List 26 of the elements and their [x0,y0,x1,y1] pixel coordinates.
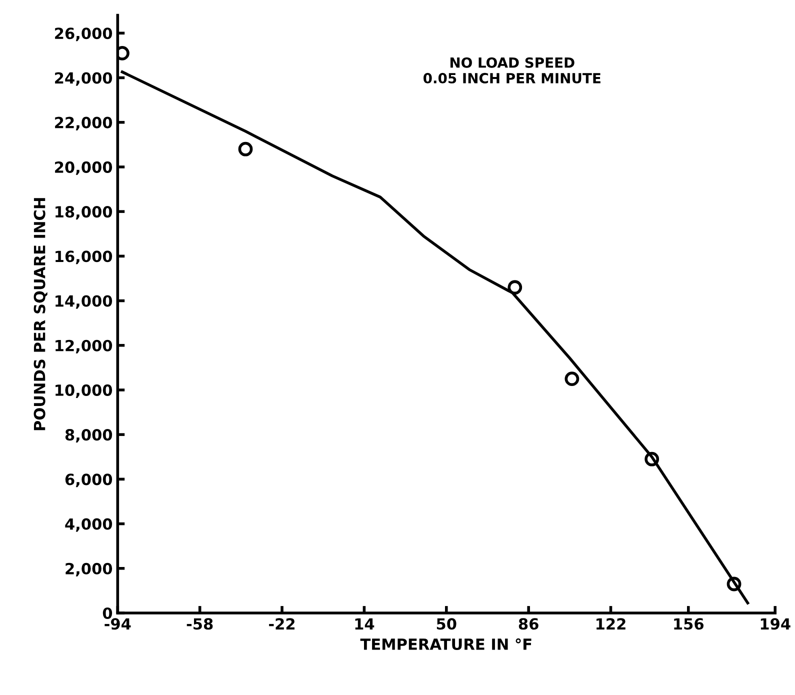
y-tick-label: 26,000 [55,28,112,42]
y-tick-label: 6,000 [65,474,112,488]
x-tick-label: -22 [269,618,294,630]
x-tick-label: 194 [760,618,790,630]
x-tick-label: 156 [674,618,704,630]
y-tick-label: 0 [102,607,112,620]
annotation: NO LOAD SPEED 0.05 INCH PER MINUTE [424,57,600,84]
y-tick-label: 24,000 [55,72,112,86]
y-tick-label: 8,000 [65,429,112,443]
y-tick-label: 10,000 [56,384,112,398]
y-tick-label: 14,000 [56,295,112,309]
x-tick-label: 122 [596,618,626,630]
x-tick-label: -58 [186,618,213,630]
x-axis-title: TEMPERATURE IN °F [360,638,532,650]
y-tick-label: 20,000 [55,161,112,175]
y-tick-label: 4,000 [65,518,112,532]
y-tick-label: 22,000 [55,116,112,130]
x-tick-label: -94 [104,618,131,630]
y-tick-label: 18,000 [56,206,112,220]
y-tick-label: 12,000 [56,340,112,354]
y-tick-label: 2,000 [66,562,112,576]
x-tick-label: 50 [436,618,456,630]
y-axis-title: POUNDS PER SQUARE INCH [34,198,48,430]
y-tick-label: 16,000 [56,250,112,264]
x-tick-label: 14 [355,618,374,630]
x-tick-label: 86 [518,618,538,630]
